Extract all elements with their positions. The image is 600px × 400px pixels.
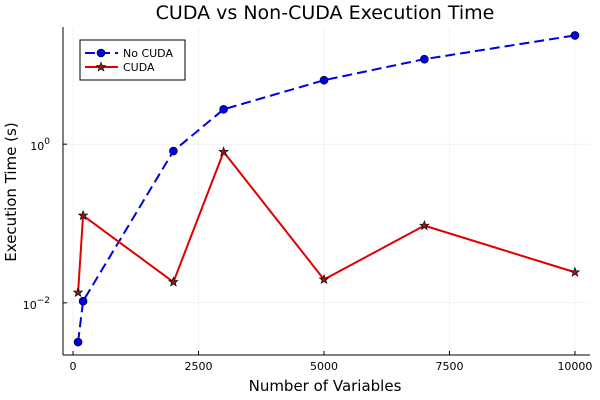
x-tick-label: 5000	[310, 360, 338, 373]
legend-marker	[95, 61, 107, 72]
x-tick-label: 2500	[185, 360, 213, 373]
data-point	[569, 266, 581, 277]
data-point	[169, 146, 178, 156]
legend-label: No CUDA	[123, 47, 173, 60]
data-point	[418, 219, 430, 231]
data-point	[72, 286, 84, 298]
data-point	[420, 54, 429, 64]
data-point	[78, 296, 88, 306]
series-cuda	[72, 146, 581, 298]
legend-marker	[96, 48, 106, 58]
x-tick-label: 0	[70, 360, 77, 373]
x-tick-label: 10000	[557, 360, 592, 373]
data-point	[319, 75, 329, 85]
data-point	[219, 105, 228, 114]
x-axis-label: Number of Variables	[249, 377, 402, 395]
data-point	[218, 146, 229, 157]
y-axis-label: Execution Time (s)	[2, 122, 20, 261]
x-tick-label: 7500	[435, 360, 463, 373]
data-point	[77, 209, 89, 221]
series-layer	[72, 31, 581, 347]
data-point	[570, 31, 580, 40]
data-point	[318, 273, 330, 285]
data-point	[73, 337, 83, 347]
axes	[62, 27, 590, 356]
legend-label: CUDA	[123, 61, 155, 74]
series-no-cuda	[73, 31, 580, 347]
data-point	[168, 276, 179, 287]
chart-title: CUDA vs Non-CUDA Execution Time	[156, 2, 495, 24]
legend-box	[79, 39, 186, 81]
